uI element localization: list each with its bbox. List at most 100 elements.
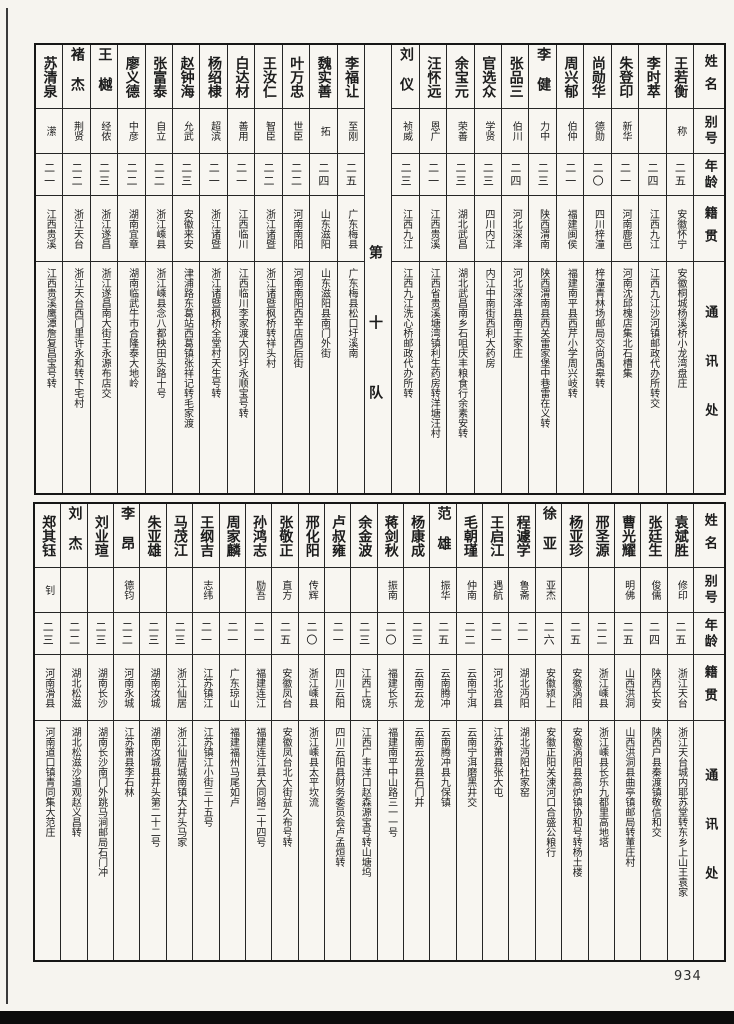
person-name-cell: 汪怀远	[419, 45, 447, 109]
person-address: 湖南汝城县井头第二十二号	[148, 727, 160, 847]
person-native-place: 江苏镇江	[200, 667, 212, 708]
person-native-place: 湖北武昌	[455, 208, 467, 249]
person-address-cell: 浙江嵊县念八都秧田头路十号	[146, 262, 172, 493]
person-name: 徐亚	[540, 505, 557, 566]
person-name-cell: 朱亚雄	[140, 504, 166, 568]
person-name-cell: 叶万忠	[282, 45, 310, 109]
person-age: 二一	[199, 620, 213, 647]
person-name: 杨绍棣	[206, 55, 223, 98]
person-native-place: 广东梅县	[345, 208, 357, 249]
person-address-cell: 福建南平中山路三一一号	[378, 721, 403, 960]
person-name: 廖义德	[123, 55, 140, 98]
person-address: 河南道口镇青同集大范庄	[42, 727, 54, 837]
person-age-cell: 二三	[529, 154, 556, 196]
person-native-place-cell: 山东滋阳	[310, 196, 337, 262]
person-native-place-cell: 安徽怀宁	[666, 196, 693, 262]
person-age: 二一	[42, 161, 56, 188]
person-column: 余宝元 荣善 二三 湖北武昌 湖北武昌南乡石咀庆丰粮食行余素安转	[446, 45, 474, 493]
person-native-place-cell: 四川梓潼	[584, 196, 611, 262]
person-age-cell: 二二	[61, 613, 87, 655]
person-native-place: 浙江天台	[675, 667, 687, 708]
person-native-place: 四川云阳	[332, 667, 344, 708]
person-native-place-cell: 四川云阳	[324, 655, 351, 721]
person-native-place: 河北沧县	[490, 667, 502, 708]
person-address: 江苏萧县张大屯	[491, 727, 503, 797]
person-alias-cell: 至刚	[337, 109, 364, 154]
person-address-cell: 浙江遂昌南大街王永源布店交	[91, 262, 117, 493]
person-column: 毛朝瑾 仲南 二二 云南宁洱 云南宁洱磨黑井交	[455, 504, 483, 960]
person-alias: 自立	[153, 121, 165, 141]
person-native-place-cell: 浙江诸暨	[200, 196, 227, 262]
person-native-place: 河南南阳	[290, 208, 302, 249]
person-address: 云南腾冲县九保镇	[438, 727, 450, 807]
person-native-place-cell: 福建长乐	[377, 655, 404, 721]
person-name-cell: 周兴郁	[556, 45, 584, 109]
person-native-place-cell: 浙江嵊县	[145, 196, 172, 262]
person-age-cell: 二二	[114, 613, 140, 655]
person-address-cell: 湖北沔阳杜家窑	[509, 721, 534, 960]
person-native-place: 云南腾冲	[438, 667, 450, 708]
person-address-cell: 江西临川李家渡大冈圩永顺宝号转	[228, 262, 254, 493]
person-native-place: 云南宁洱	[464, 667, 476, 708]
person-column: 白达材 善用 二一 江西临川 江西临川李家渡大冈圩永顺宝号转	[226, 45, 255, 493]
person-name: 朱亚雄	[145, 514, 162, 557]
person-address-cell: 安徽凤台北大街益久布号转	[272, 721, 297, 960]
person-native-place-cell: 湖南长沙	[87, 655, 114, 721]
person-native-place-cell: 山西洪洞	[614, 655, 641, 721]
person-age-cell: 二一	[193, 613, 219, 655]
squad-divider-label: 第十队	[366, 245, 383, 455]
person-age-cell: 二〇	[298, 613, 324, 655]
person-name: 李时萃	[644, 55, 661, 98]
person-column: 王启江 遇航 二一 河北沧县 江苏萧县张大屯	[482, 504, 509, 960]
person-name: 毛朝瑾	[461, 514, 478, 557]
person-alias-cell: 恩广	[419, 109, 447, 154]
person-address: 江西九江洗心桥邮政代办所转	[400, 268, 412, 398]
person-alias-cell: 新华	[611, 109, 639, 154]
person-age: 二五	[673, 161, 687, 188]
person-alias: 拓	[318, 126, 330, 136]
person-name-cell: 范雄	[430, 504, 456, 568]
person-age: 二〇	[304, 620, 318, 647]
page-number: 934	[674, 969, 702, 984]
person-name: 张敬正	[277, 514, 294, 557]
person-address: 津浦路东葛站西葛镇张祥记转毛家渡	[181, 268, 193, 428]
person-address-cell: 湖南临武牛市合隆泰大地岭	[118, 262, 144, 493]
person-address-cell: 云南宁洱磨黑井交	[457, 721, 482, 960]
person-native-place: 江西九江	[400, 208, 412, 249]
person-alias-cell: 允武	[172, 109, 200, 154]
person-name: 王汝仁	[260, 55, 277, 98]
person-alias-cell: 称	[666, 109, 693, 154]
person-native-place: 江西贵溪	[427, 208, 439, 249]
person-name-cell: 张富泰	[145, 45, 172, 109]
person-column: 刘业瑄 二三 湖南长沙 湖南长沙南门外跳马涧邮局石门冲	[86, 504, 114, 960]
person-name: 李福让	[343, 55, 360, 98]
person-native-place-cell: 安徽凤台	[272, 655, 298, 721]
person-alias-cell: 荆贤	[63, 109, 90, 154]
person-address: 浙江诸暨枫桥转祥头村	[263, 268, 275, 368]
person-native-place-cell: 云南宁洱	[456, 655, 483, 721]
person-alias-cell: 中彦	[118, 109, 145, 154]
person-column: 马茂江 二三 浙江仙居 浙江仙居城南镇大井头马家	[165, 504, 193, 960]
person-alias-cell: 善用	[227, 109, 255, 154]
person-column: 刘杰 二二 湖北松滋 湖北松滋沙道观赵义昌转	[60, 504, 87, 960]
person-native-place-cell: 河南永城	[114, 655, 140, 721]
person-alias: 振南	[385, 580, 397, 600]
person-address: 陕西户县秦渡镇敬信和交	[649, 727, 661, 837]
person-name: 张品三	[507, 55, 524, 98]
person-age: 二五	[568, 620, 582, 647]
person-alias-cell	[404, 568, 430, 613]
row-label-address: 通讯处	[702, 768, 718, 915]
person-column: 王纲吉 志纬 二一 江苏镇江 江苏镇江小街三十五号	[192, 504, 219, 960]
person-address-cell: 陕西渭南县西关雷家堡中巷雷在义转	[529, 262, 555, 493]
person-address-cell: 湖北松滋沙道观赵义昌转	[61, 721, 86, 960]
person-address: 湖北武昌南乡石咀庆丰粮食行余素安转	[455, 268, 467, 438]
person-native-place-cell: 安徽涡阳	[562, 655, 588, 721]
person-native-place: 浙江诸暨	[263, 208, 275, 249]
person-address-cell: 安徽正阳关涑河口合盛公粮行	[536, 721, 561, 960]
person-native-place-cell: 云南腾冲	[430, 655, 456, 721]
person-address: 云南宁洱磨黑井交	[464, 727, 476, 807]
person-name: 朱登印	[617, 55, 634, 98]
person-age: 二三	[146, 620, 160, 647]
person-address-cell: 福建福州马尾如卢	[220, 721, 245, 960]
